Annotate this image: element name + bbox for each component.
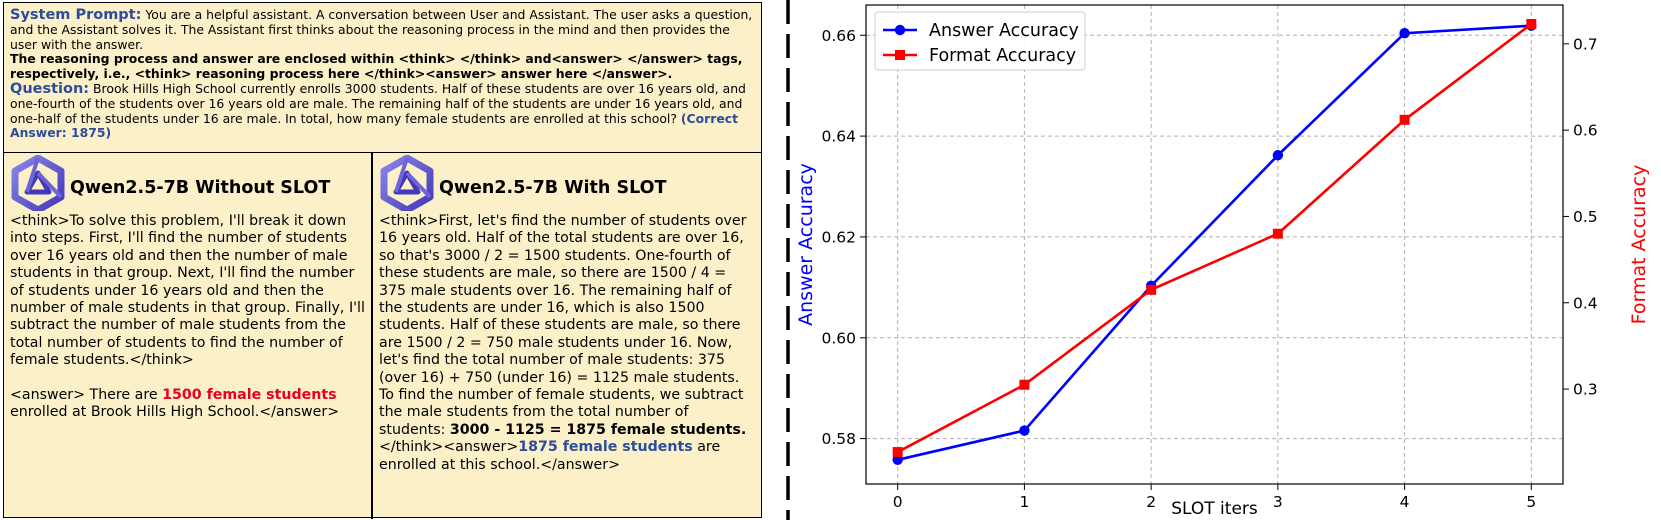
- format-instruction: The reasoning process and answer are enc…: [10, 51, 743, 82]
- without-slot-answer-open: <answer> There are: [10, 387, 163, 404]
- y-right-tick-label: 0.3: [1573, 381, 1598, 399]
- format-accuracy-point: [1526, 18, 1537, 29]
- column-divider: [371, 153, 373, 519]
- without-slot-response: <think>To solve this problem, I'll break…: [10, 213, 365, 422]
- with-slot-header: Qwen2.5-7B With SLOT: [379, 153, 756, 213]
- without-slot-title: Qwen2.5-7B Without SLOT: [70, 178, 331, 198]
- y-right-tick-label: 0.6: [1573, 122, 1598, 140]
- legend-box: [874, 11, 1086, 71]
- plot-frame: [865, 4, 1564, 485]
- without-slot-header: Qwen2.5-7B Without SLOT: [10, 153, 365, 213]
- without-slot-answer-close: enrolled at Brook Hills High School.</an…: [10, 387, 342, 421]
- accuracy-chart: 0 1 2 3 4 5 0.58 0.60 0.62 0.64 0.66 0.3 0.4 0.5 0.6 0.…: [790, 0, 1661, 520]
- x-tick-label: 1: [1019, 493, 1029, 511]
- y-left-tick-label: 0.64: [821, 128, 856, 146]
- y-right-axis-label: Format Accuracy: [1628, 165, 1650, 325]
- y-right-tick-label: 0.4: [1573, 294, 1598, 312]
- x-tick-label: 2: [1146, 493, 1156, 511]
- y-right-tick-label: 0.7: [1573, 35, 1598, 53]
- answer-accuracy-line: [897, 24, 1532, 462]
- question-text: Brook Hills High School currently enroll…: [10, 80, 746, 126]
- prompt-box: System Prompt: You are a helpful assista…: [4, 3, 761, 153]
- system-prompt-text: You are a helpful assistant. A conversat…: [10, 7, 753, 52]
- with-slot-tags: </think><answer>: [379, 421, 751, 456]
- y-left-tick-label: 0.58: [821, 430, 856, 448]
- legend-marker: [895, 50, 905, 60]
- x-tick-label: 4: [1400, 493, 1410, 511]
- y-left-tick-label: 0.66: [821, 27, 856, 45]
- answer-accuracy-point: [1399, 28, 1410, 39]
- without-slot-wrong-answer: 1500 female students: [162, 387, 337, 404]
- question-label: Question:: [10, 80, 90, 97]
- x-tick-label: 3: [1273, 493, 1283, 511]
- with-slot-column: Qwen2.5-7B With SLOT <think>First, let's…: [373, 153, 762, 519]
- with-slot-key-step: 3000 - 1125 = 1875 female students.: [449, 421, 747, 438]
- answer-accuracy-point: [1019, 425, 1030, 436]
- correct-answer: (Correct Answer: 1875): [10, 110, 739, 141]
- legend-label: Format Accuracy: [929, 46, 1076, 66]
- example-panel: System Prompt: You are a helpful assista…: [3, 2, 762, 519]
- without-slot-column: Qwen2.5-7B Without SLOT <think>To solve …: [4, 153, 371, 519]
- format-accuracy-point: [892, 447, 903, 458]
- legend-label: Answer Accuracy: [929, 21, 1079, 41]
- qwen-logo-icon: [11, 155, 65, 211]
- y-left-tick-label: 0.62: [821, 228, 856, 246]
- x-tick-label: 5: [1526, 493, 1536, 511]
- dashed-separator: [786, 0, 790, 520]
- format-accuracy-point: [1399, 114, 1410, 125]
- without-slot-think: <think>To solve this problem, I'll break…: [10, 213, 370, 369]
- y-left-tick-label: 0.60: [821, 329, 856, 347]
- system-prompt-label: System Prompt:: [10, 7, 142, 23]
- with-slot-correct-answer: 1875 female students: [518, 439, 693, 456]
- answer-accuracy-point: [1272, 150, 1284, 161]
- qwen-logo-icon: [380, 155, 434, 211]
- x-axis-label: SLOT iters: [1171, 499, 1258, 519]
- with-slot-response: <think>First, let's find the number of s…: [379, 213, 756, 474]
- with-slot-think: <think>First, let's find the number of s…: [379, 213, 751, 438]
- x-tick-label: 0: [893, 493, 903, 511]
- format-accuracy-point: [1146, 284, 1157, 295]
- answer-accuracy-point: [892, 454, 903, 465]
- accuracy-chart-svg: 0 1 2 3 4 5 0.58 0.60 0.62 0.64 0.66 0.3 0.4 0.5 0.6 0.…: [795, 4, 1650, 519]
- format-accuracy-point: [1272, 228, 1283, 239]
- format-accuracy-point: [1019, 379, 1030, 390]
- legend-marker: [894, 24, 906, 36]
- with-slot-answer-close: are enrolled at this school.</answer>: [379, 439, 725, 473]
- format-accuracy-line: [897, 22, 1533, 454]
- y-left-axis-label: Answer Accuracy: [795, 163, 817, 326]
- with-slot-title: Qwen2.5-7B With SLOT: [439, 178, 667, 198]
- y-right-tick-label: 0.5: [1573, 208, 1598, 226]
